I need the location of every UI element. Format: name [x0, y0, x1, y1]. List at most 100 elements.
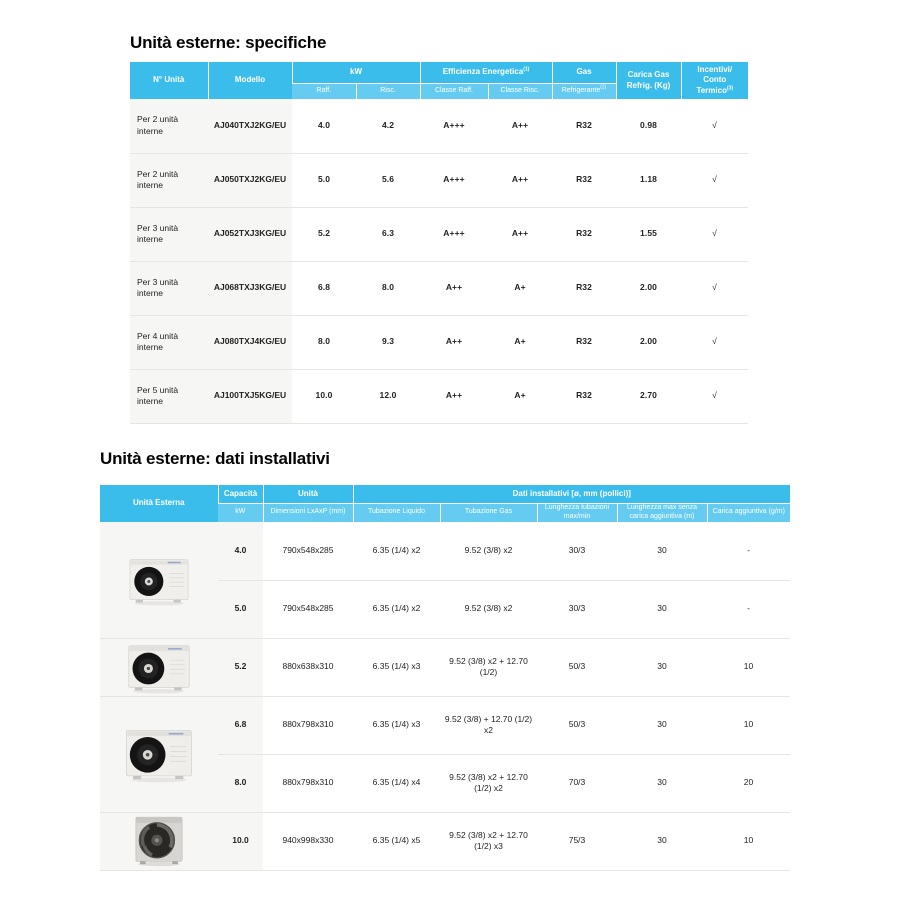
col-header-efficienza: Efficienza Energetica(1): [419, 62, 553, 83]
cell-liquido: 6.35 (1/4) x4: [353, 754, 440, 813]
section-specifiche: Unità esterne: specifiche N° Unità Model…: [130, 33, 749, 424]
cell-raff: 5.2: [292, 207, 356, 262]
cell-gas: R32: [552, 207, 617, 262]
cell-n-unita: Per 5 unità interne: [130, 369, 208, 424]
cell-gas: 9.52 (3/8) x2: [440, 580, 537, 639]
section-dati-installativi: Unità esterne: dati installativi Unità E…: [100, 449, 791, 871]
cell-tubazioni: 30/3: [537, 522, 617, 581]
cell-classe-risc: A++: [488, 99, 553, 154]
section-title-specifiche: Unità esterne: specifiche: [130, 33, 327, 52]
outdoor-unit-photo-small: [103, 553, 215, 607]
cell-risc: 12.0: [356, 369, 420, 424]
table-row: 5.2 880x638x310 6.35 (1/4) x3 9.52 (3/8)…: [100, 638, 791, 697]
subcol-lunghezza-max: Lunghezza max senza carica aggiuntiva (m…: [616, 502, 707, 522]
cell-capacita: 10.0: [218, 812, 263, 871]
incentivi-footnote: (3): [726, 85, 734, 92]
outdoor-unit-image: [128, 645, 190, 694]
outdoor-unit-image: [126, 730, 192, 783]
subcol-classe-risc: Classe Risc.: [487, 82, 553, 99]
table-row: Per 4 unità interne AJ080TXJ4KG/EU 8.0 9…: [130, 315, 749, 370]
unit-photo-cell: [100, 522, 218, 639]
cell-n-unita: Per 3 unità interne: [130, 207, 208, 262]
unit-photo-cell: [100, 638, 218, 697]
subcol-carica-aggiuntiva: Carica aggiuntiva (g/m): [706, 502, 791, 522]
cell-classe-raff: A+++: [420, 207, 488, 262]
col-header-n-unita: N° Unità: [130, 62, 208, 99]
cell-carica: 2.00: [616, 315, 682, 370]
cell-max-senza: 30: [617, 580, 707, 639]
table-row: 6.8 880x798x310 6.35 (1/4) x3 9.52 (3/8)…: [100, 696, 791, 813]
table-row: 10.0 940x998x330 6.35 (1/4) x5 9.52 (3/8…: [100, 812, 791, 871]
cell-n-unita: Per 3 unità interne: [130, 261, 208, 316]
cell-carica: 1.55: [616, 207, 682, 262]
cell-carica: 2.00: [616, 261, 682, 316]
cell-raff: 5.0: [292, 153, 356, 208]
cell-gas: 9.52 (3/8) + 12.70 (1/2) x2: [440, 696, 537, 755]
cell-gas: R32: [552, 153, 617, 208]
cell-risc: 5.6: [356, 153, 420, 208]
cell-carica: -: [707, 580, 791, 639]
subcol-lunghezza-tubazioni: Lunghezza tubazioni max/min: [536, 502, 617, 522]
checkmark: √: [681, 207, 749, 262]
cell-dimensioni: 880x638x310: [263, 638, 353, 697]
cell-gas: 9.52 (3/8) x2 + 12.70 (1/2): [440, 638, 537, 697]
cell-modello: AJ050TXJ2KG/EU: [208, 153, 292, 208]
carica-line2: Refrig. (Kg): [626, 80, 671, 90]
carica-line1: Carica Gas: [627, 70, 670, 80]
outdoor-unit-image: [135, 816, 183, 867]
cell-capacita: 4.0: [218, 522, 263, 581]
cell-classe-risc: A+: [488, 369, 553, 424]
cell-carica: 20: [707, 754, 791, 813]
col-header-kw: kW: [291, 62, 420, 83]
checkmark: √: [681, 153, 749, 208]
cell-dimensioni: 790x548x285: [263, 522, 353, 581]
cell-gas: 9.52 (3/8) x2 + 12.70 (1/2) x2: [440, 754, 537, 813]
cell-gas: R32: [552, 261, 617, 316]
cell-modello: AJ052TXJ3KG/EU: [208, 207, 292, 262]
cell-raff: 4.0: [292, 99, 356, 154]
cell-dimensioni: 880x798x310: [263, 696, 353, 755]
table-row: Per 5 unità interne AJ100TXJ5KG/EU 10.0 …: [130, 369, 749, 424]
cell-modello: AJ100TXJ5KG/EU: [208, 369, 292, 424]
cell-tubazioni: 50/3: [537, 638, 617, 697]
section-title-dati: Unità esterne: dati installativi: [100, 449, 330, 468]
cell-liquido: 6.35 (1/4) x2: [353, 580, 440, 639]
refrigerante-label: Refrigerante: [561, 86, 601, 94]
cell-max-senza: 30: [617, 754, 707, 813]
checkmark: √: [681, 369, 749, 424]
table-row: 4.0 790x548x285 6.35 (1/4) x2 9.52 (3/8)…: [100, 522, 791, 639]
col-header-unita: Unità: [262, 485, 353, 503]
subcol-refrigerante: Refrigerante(2): [551, 82, 617, 99]
col-header-capacita: Capacità: [217, 485, 263, 503]
cell-gas: R32: [552, 315, 617, 370]
table-row: 8.0 880x798x310 6.35 (1/4) x4 9.52 (3/8)…: [100, 754, 791, 813]
cell-gas: 9.52 (3/8) x2 + 12.70 (1/2) x3: [440, 812, 537, 871]
cell-risc: 9.3: [356, 315, 420, 370]
cell-capacita: 6.8: [218, 696, 263, 755]
cell-classe-raff: A+++: [420, 153, 488, 208]
checkmark: √: [681, 261, 749, 316]
subcol-risc: Risc.: [355, 82, 420, 99]
cell-classe-risc: A++: [488, 207, 553, 262]
efficienza-label: Efficienza Energetica: [442, 67, 524, 77]
col-header-unita-esterna: Unità Esterna: [100, 485, 218, 522]
table-row: Per 3 unità interne AJ068TXJ3KG/EU 6.8 8…: [130, 261, 749, 316]
outdoor-unit-photo-xl: [103, 815, 215, 867]
cell-tubazioni: 30/3: [537, 580, 617, 639]
install-table: Unità Esterna Capacità Unità Dati instal…: [100, 485, 791, 871]
cell-liquido: 6.35 (1/4) x3: [353, 638, 440, 697]
table-row: Per 2 unità interne AJ040TXJ2KG/EU 4.0 4…: [130, 99, 749, 154]
cell-gas: R32: [552, 99, 617, 154]
cell-classe-raff: A++: [420, 261, 488, 316]
col-header-gas: Gas: [551, 62, 617, 83]
outdoor-unit-photo-large: [103, 724, 215, 784]
cell-max-senza: 30: [617, 522, 707, 581]
cell-raff: 10.0: [292, 369, 356, 424]
cell-carica: 10: [707, 696, 791, 755]
subcol-dimensioni: Dimensioni LxAxP (mm): [262, 502, 353, 522]
cell-liquido: 6.35 (1/4) x2: [353, 522, 440, 581]
cell-capacita: 5.2: [218, 638, 263, 697]
cell-classe-risc: A+: [488, 261, 553, 316]
cell-capacita: 5.0: [218, 580, 263, 639]
cell-max-senza: 30: [617, 696, 707, 755]
